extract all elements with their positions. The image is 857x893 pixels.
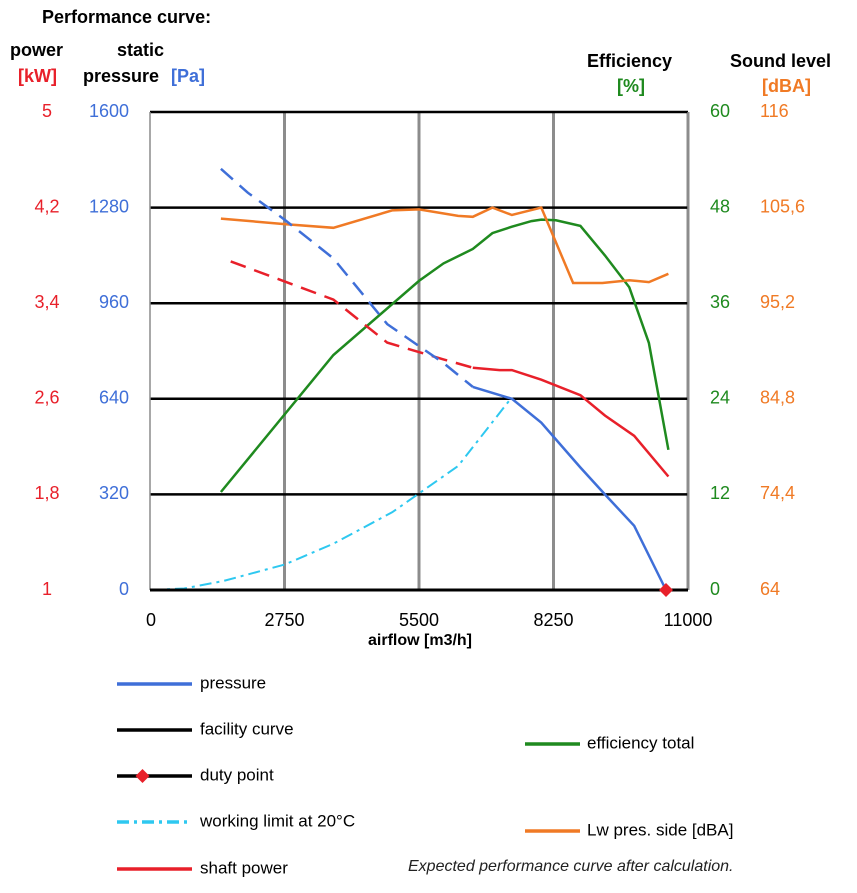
pressure-tick-label: 0 [119,579,129,599]
shaft-power-line-dashed [230,260,474,369]
efficiency-axis-title: Efficiency [587,51,672,71]
efficiency-tick-label: 0 [710,579,720,599]
legend-label: efficiency total [587,733,694,752]
pressure-axis-unit: [Pa] [171,66,205,86]
x-tick-label: 11000 [664,610,713,630]
pressure-tick-label: 1280 [89,196,129,216]
sound-axis-unit: [dBA] [762,76,811,96]
footer-note: Expected performance curve after calcula… [408,858,734,875]
sound-tick-label: 84,8 [760,388,795,408]
x-tick-label: 8250 [533,610,573,630]
pressure-axis-title-line1: static [117,40,164,60]
legend-label: facility curve [200,719,294,738]
power-tick-label: 5 [42,101,52,121]
pressure-line-solid [472,385,668,591]
legend-label: shaft power [200,858,288,877]
sound-tick-label: 95,2 [760,292,795,312]
efficiency-line [219,218,670,493]
x-tick-label: 0 [146,610,156,630]
x-tick-label: 2750 [264,610,304,630]
x-tick-label: 5500 [399,610,439,630]
sound-tick-label: 74,4 [760,483,795,503]
efficiency-tick-label: 24 [710,388,730,408]
legend: pressure facility curve duty point working … [117,673,733,877]
power-tick-label: 1,8 [34,483,59,503]
efficiency-axis-unit: [%] [617,76,645,96]
tick-labels: 5 1600 60 116 4,2 1280 48 105,6 3,4 960 36 95,2 2,6 6… [34,101,805,630]
legend-label: Lw pres. side [dBA] [587,820,733,839]
power-axis-title: power [10,40,63,60]
pressure-tick-label: 1600 [89,101,129,121]
efficiency-tick-label: 48 [710,196,730,216]
power-tick-label: 2,6 [34,388,59,408]
sound-tick-label: 64 [760,579,780,599]
x-axis-title: airflow [m3/h] [368,632,472,649]
sound-tick-label: 105,6 [760,196,805,216]
power-tick-label: 1 [42,579,52,599]
pressure-tick-label: 640 [99,388,129,408]
sound-tick-label: 116 [760,101,789,121]
grid [149,110,690,590]
chart-title: Performance curve: [42,7,211,27]
pressure-tick-label: 960 [99,292,129,312]
efficiency-tick-label: 60 [710,101,730,121]
power-tick-label: 3,4 [34,292,59,312]
pressure-axis-title-line2: pressure [83,66,159,86]
pressure-tick-label: 320 [99,483,129,503]
power-axis-unit: [kW] [18,66,57,86]
efficiency-tick-label: 36 [710,292,730,312]
legend-label: working limit at 20°C [199,811,355,830]
pressure-line-dashed [220,167,474,388]
legend-label: duty point [200,765,274,784]
efficiency-tick-label: 12 [710,483,730,503]
series [149,167,688,597]
power-tick-label: 4,2 [34,196,59,216]
legend-label: pressure [200,673,266,692]
legend-duty-marker [135,769,150,783]
sound-axis-title: Sound level [730,51,831,71]
duty-point-marker [658,583,673,597]
sound-level-line [220,206,669,285]
shaft-power-line-solid [472,366,670,478]
